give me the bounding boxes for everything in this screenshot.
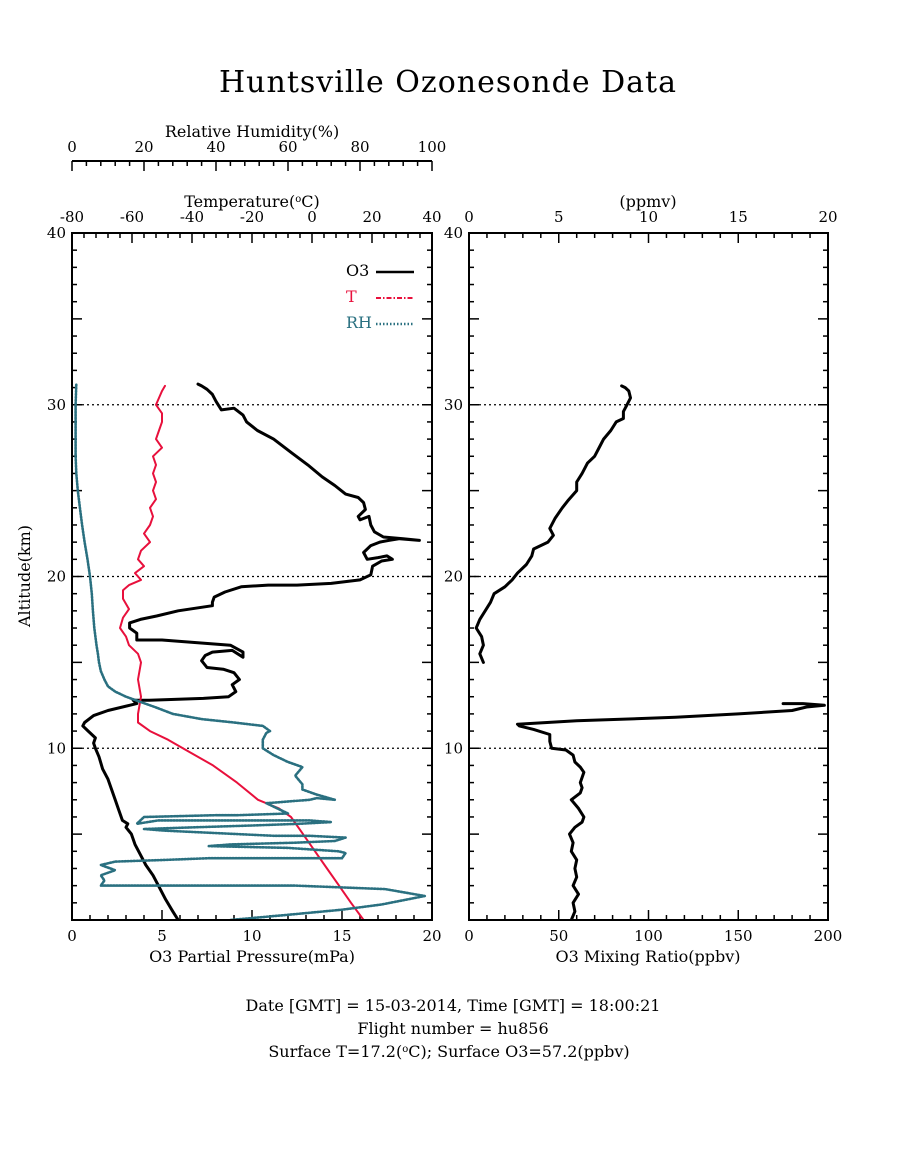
top-tick-label: -40 bbox=[180, 208, 204, 226]
legend-label-o3: O3 bbox=[346, 261, 369, 280]
chart-legend: O3 T RH bbox=[346, 261, 414, 332]
y-tick-label: 40 bbox=[444, 224, 463, 242]
rh-tick-label: 80 bbox=[350, 138, 369, 156]
y-tick-label: 40 bbox=[47, 224, 66, 242]
right-plot-frame bbox=[468, 232, 829, 921]
rh-tick-label: 100 bbox=[418, 138, 447, 156]
y-tick-label: 30 bbox=[47, 396, 66, 414]
rh-tick-label: 60 bbox=[278, 138, 297, 156]
series-t-line bbox=[119, 384, 365, 920]
mixing-ratio-axis-title: O3 Mixing Ratio(ppbv) bbox=[555, 947, 740, 966]
rh-axis-title: Relative Humidity(%) bbox=[165, 122, 339, 141]
series-o3-line bbox=[81, 382, 421, 920]
rh-tick-label: 20 bbox=[134, 138, 153, 156]
rh-tick-label: 40 bbox=[206, 138, 225, 156]
top-tick-label: 0 bbox=[307, 208, 317, 226]
rh-tick-label: 0 bbox=[67, 138, 77, 156]
footer-date-time: Date [GMT] = 15-03-2014, Time [GMT] = 18… bbox=[246, 996, 661, 1015]
y-tick-label: 20 bbox=[444, 568, 463, 586]
x-tick-label: 50 bbox=[549, 927, 568, 945]
x-tick-label: 200 bbox=[814, 927, 843, 945]
y-tick-label: 30 bbox=[444, 396, 463, 414]
y-tick-label: 10 bbox=[444, 739, 463, 757]
top-tick-label: 15 bbox=[729, 208, 748, 226]
x-tick-label: 15 bbox=[332, 927, 351, 945]
x-tick-label: 0 bbox=[464, 927, 474, 945]
series-o3-line bbox=[516, 702, 826, 920]
top-tick-label: -80 bbox=[60, 208, 84, 226]
top-tick-label: -60 bbox=[120, 208, 144, 226]
x-tick-label: 0 bbox=[67, 927, 77, 945]
legend-label-rh: RH bbox=[346, 313, 372, 332]
left-plot-frame bbox=[71, 232, 433, 921]
altitude-axis-title: Altitude(km) bbox=[15, 525, 34, 628]
x-tick-label: 100 bbox=[634, 927, 663, 945]
x-tick-label: 5 bbox=[157, 927, 167, 945]
temperature-axis-title: Temperature(oC) bbox=[184, 192, 320, 211]
y-tick-label: 10 bbox=[47, 739, 66, 757]
y-tick-label: 20 bbox=[47, 568, 66, 586]
top-tick-label: 10 bbox=[639, 208, 658, 226]
top-tick-label: 5 bbox=[554, 208, 564, 226]
top-tick-label: 20 bbox=[362, 208, 381, 226]
top-tick-label: -20 bbox=[240, 208, 264, 226]
legend-label-t: T bbox=[346, 287, 357, 306]
series-rh-line bbox=[74, 382, 427, 920]
o3-pressure-axis-title: O3 Partial Pressure(mPa) bbox=[149, 947, 355, 966]
x-tick-label: 10 bbox=[242, 927, 261, 945]
top-tick-label: 0 bbox=[464, 208, 474, 226]
series-o3-upper-line bbox=[474, 384, 632, 664]
left-panel: Relative Humidity(%) Temperature(oC) O3 … bbox=[15, 122, 446, 966]
footer-surface-values: Surface T=17.2(oC); Surface O3=57.2(ppbv… bbox=[268, 1042, 629, 1061]
x-tick-label: 20 bbox=[422, 927, 441, 945]
top-tick-label: 20 bbox=[818, 208, 837, 226]
x-tick-label: 150 bbox=[724, 927, 753, 945]
ppmv-axis-title: (ppmv) bbox=[619, 192, 676, 211]
footer-flight-number: Flight number = hu856 bbox=[357, 1019, 548, 1038]
top-tick-label: 40 bbox=[422, 208, 441, 226]
chart-title: Huntsville Ozonesonde Data bbox=[219, 65, 677, 100]
